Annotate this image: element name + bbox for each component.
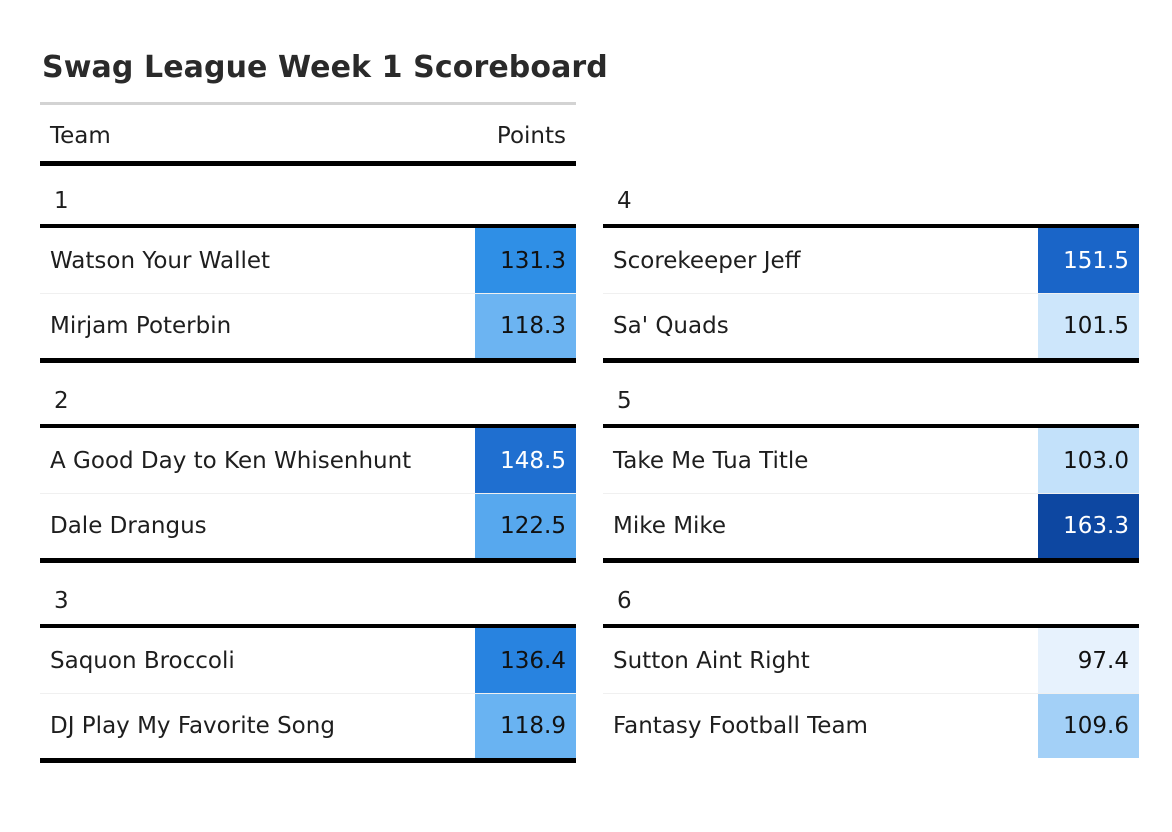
scoreboard-column-right: 4 Scorekeeper Jeff 151.5 Sa' Quads 101.5… [603, 166, 1139, 766]
team-points: 151.5 [1038, 228, 1139, 293]
team-points: 118.9 [475, 694, 576, 758]
table-row: Watson Your Wallet 131.3 [40, 228, 576, 293]
team-name: Sutton Aint Right [613, 647, 810, 674]
matchup-group: 4 Scorekeeper Jeff 151.5 Sa' Quads 101.5 [603, 166, 1139, 366]
matchup-group: 6 Sutton Aint Right 97.4 Fantasy Footbal… [603, 566, 1139, 766]
team-name: Dale Drangus [50, 513, 207, 539]
column-header-team: Team [50, 123, 111, 149]
table-row: DJ Play My Favorite Song 118.9 [40, 693, 576, 758]
table-row: Scorekeeper Jeff 151.5 [603, 228, 1139, 293]
matchup-label: 5 [603, 366, 1139, 428]
matchup-group: 5 Take Me Tua Title 103.0 Mike Mike 163.… [603, 366, 1139, 566]
page-title: Swag League Week 1 Scoreboard [42, 50, 608, 85]
matchup-label: 6 [603, 566, 1139, 628]
table-row: Dale Drangus 122.5 [40, 493, 576, 558]
group-divider [40, 358, 576, 363]
table-row: Saquon Broccoli 136.4 [40, 628, 576, 693]
team-name: Watson Your Wallet [50, 247, 271, 274]
team-name: Fantasy Football Team [613, 713, 868, 739]
team-name: Mike Mike [613, 513, 727, 539]
team-name: Mirjam Poterbin [50, 313, 232, 339]
table-row: Sutton Aint Right 97.4 [603, 628, 1139, 693]
team-points: 101.5 [1038, 294, 1139, 358]
matchup-label: 3 [40, 566, 576, 628]
team-name: Scorekeeper Jeff [613, 247, 801, 274]
team-points: 131.3 [475, 228, 576, 293]
table-row: Sa' Quads 101.5 [603, 293, 1139, 358]
column-header-row: Team Points [40, 105, 576, 166]
team-points: 136.4 [475, 628, 576, 693]
team-points: 122.5 [475, 494, 576, 558]
matchup-label: 4 [603, 166, 1139, 228]
team-points: 118.3 [475, 294, 576, 358]
matchup-label: 1 [40, 166, 576, 228]
team-points: 163.3 [1038, 494, 1139, 558]
table-row: Fantasy Football Team 109.6 [603, 693, 1139, 758]
title-divider [40, 102, 576, 105]
team-name: DJ Play My Favorite Song [50, 713, 335, 739]
matchup-label: 2 [40, 366, 576, 428]
team-name: Saquon Broccoli [50, 647, 235, 674]
group-divider [40, 758, 576, 763]
table-row: Mirjam Poterbin 118.3 [40, 293, 576, 358]
scoreboard-column-left: 1 Watson Your Wallet 131.3 Mirjam Poterb… [40, 166, 576, 766]
column-header-points: Points [496, 123, 566, 149]
group-divider [40, 558, 576, 563]
team-name: A Good Day to Ken Whisenhunt [50, 447, 412, 474]
team-points: 109.6 [1038, 694, 1139, 758]
table-row: Take Me Tua Title 103.0 [603, 428, 1139, 493]
group-divider [603, 558, 1139, 563]
matchup-group: 2 A Good Day to Ken Whisenhunt 148.5 Dal… [40, 366, 576, 566]
team-points: 103.0 [1038, 428, 1139, 493]
table-row: A Good Day to Ken Whisenhunt 148.5 [40, 428, 576, 493]
team-points: 148.5 [475, 428, 576, 493]
team-points: 97.4 [1038, 628, 1139, 693]
team-name: Take Me Tua Title [613, 447, 809, 474]
matchup-group: 3 Saquon Broccoli 136.4 DJ Play My Favor… [40, 566, 576, 766]
team-name: Sa' Quads [613, 313, 729, 339]
matchup-group: 1 Watson Your Wallet 131.3 Mirjam Poterb… [40, 166, 576, 366]
group-divider [603, 358, 1139, 363]
table-row: Mike Mike 163.3 [603, 493, 1139, 558]
